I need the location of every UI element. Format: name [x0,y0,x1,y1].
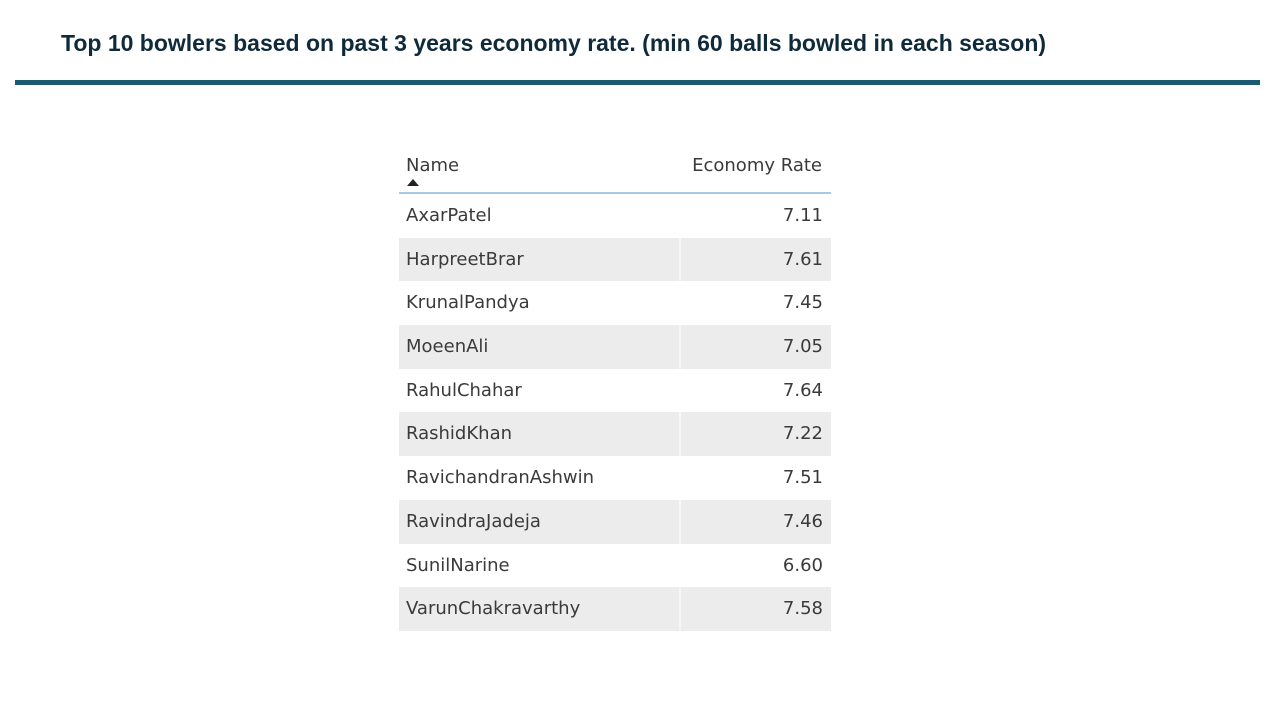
table-body: AxarPatel 7.11 HarpreetBrar 7.61 KrunalP… [399,194,831,631]
table-row: VarunChakravarthy 7.58 [399,587,831,631]
cell-economy-rate: 7.61 [782,248,823,270]
cell-economy-rate: 7.51 [782,467,823,489]
bowler-economy-table: Name Economy Rate AxarPatel 7.11 Harpree… [399,148,831,631]
cell-economy-rate: 7.11 [782,205,823,226]
cell-name: VarunChakravarthy [406,598,581,620]
column-header-economy-rate[interactable]: Economy Rate [692,155,822,176]
cell-name: RavichandranAshwin [406,467,595,489]
cell-economy-rate: 7.58 [782,598,823,620]
cell-economy-rate: 7.46 [782,510,823,532]
cell-economy-rate: 7.05 [782,336,823,358]
cell-name: AxarPatel [406,205,492,226]
cell-economy-rate: 7.22 [782,423,823,445]
cell-name: RashidKhan [406,423,513,445]
table-row: MoeenAli 7.05 [399,325,831,369]
cell-economy-rate: 6.60 [782,554,823,576]
title-divider [15,80,1260,85]
cell-name: HarpreetBrar [406,248,524,270]
cell-name: RahulChahar [406,379,522,401]
sort-ascending-icon[interactable] [407,179,419,186]
cell-name: KrunalPandya [406,292,530,314]
column-header-name[interactable]: Name [406,155,460,176]
table-row: RavichandranAshwin 7.51 [399,456,831,500]
cell-name: RavindraJadeja [406,510,541,532]
table-row: AxarPatel 7.11 [399,194,831,238]
table-row: HarpreetBrar 7.61 [399,237,831,282]
cell-name: SunilNarine [406,554,510,576]
slide-title: Top 10 bowlers based on past 3 years eco… [61,30,1047,56]
table-row: RahulChahar 7.64 [399,369,831,413]
table-row: SunilNarine 6.60 [399,544,831,588]
cell-name: MoeenAli [406,336,489,358]
table-header: Name Economy Rate [399,148,831,194]
table-row: KrunalPandya 7.45 [399,281,831,325]
table-row: RashidKhan 7.22 [399,412,831,457]
cell-economy-rate: 7.64 [782,379,823,401]
cell-economy-rate: 7.45 [782,292,823,314]
table-row: RavindraJadeja 7.46 [399,499,831,544]
